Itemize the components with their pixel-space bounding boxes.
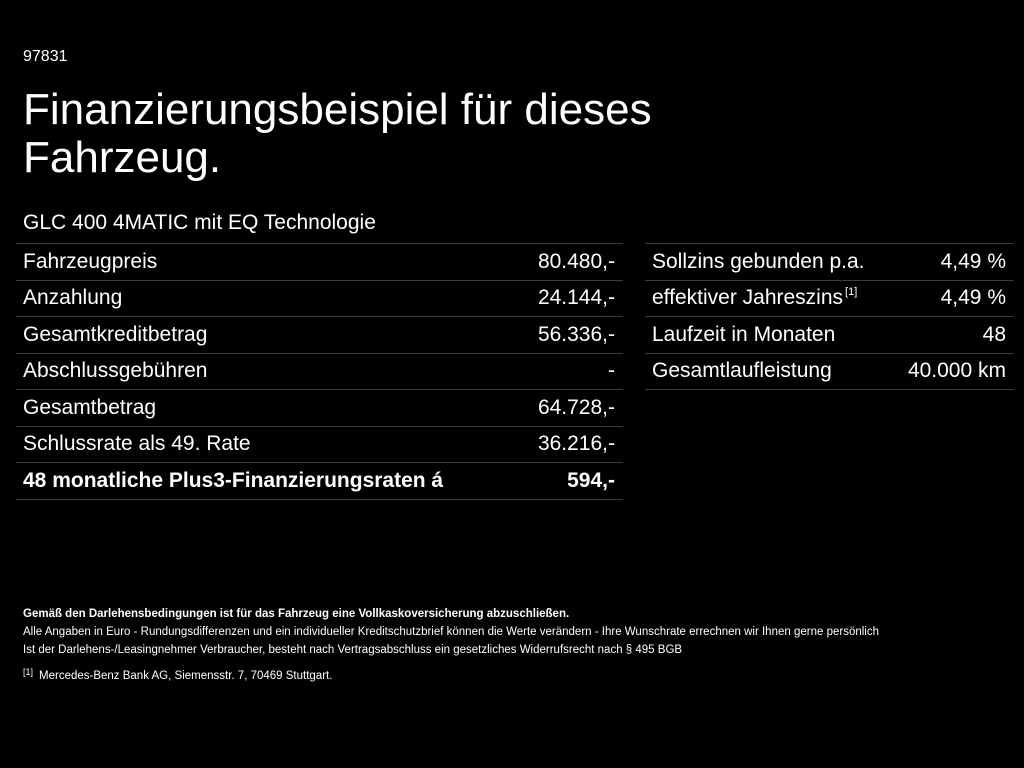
row-value: 40.000 km xyxy=(891,352,1014,390)
row-value: 24.144,- xyxy=(516,279,623,317)
insurance-note: Gemäß den Darlehensbedingungen ist für d… xyxy=(23,608,570,620)
row-value: 36.216,- xyxy=(516,425,623,463)
row-label: Gesamtkreditbetrag xyxy=(16,316,517,353)
row-label: Sollzins gebunden p.a. xyxy=(645,243,892,280)
row-label: Gesamtbetrag xyxy=(16,389,517,426)
row-label-text: effektiver Jahreszins xyxy=(652,286,844,310)
row-label: Fahrzeugpreis xyxy=(16,243,517,280)
row-label: Schlussrate als 49. Rate xyxy=(16,425,517,463)
table-row: Anzahlung 24.144,- xyxy=(16,279,623,317)
footnote-reference: [1] xyxy=(845,286,858,299)
row-label: Gesamtlaufleistung xyxy=(645,352,892,390)
offer-code: 97831 xyxy=(23,48,68,65)
row-value: - xyxy=(516,352,623,390)
row-value: 4,49 % xyxy=(891,279,1014,317)
table-row: Abschlussgebühren - xyxy=(16,352,623,390)
terms-table: Sollzins gebunden p.a. 4,49 % effektiver… xyxy=(645,243,1014,390)
withdrawal-line: Ist der Darlehens-/Leasingnehmer Verbrau… xyxy=(23,644,683,656)
row-label: Abschlussgebühren xyxy=(16,352,517,390)
row-label: Anzahlung xyxy=(16,279,517,317)
table-row: Fahrzeugpreis 80.480,- xyxy=(16,243,623,280)
legal-footer: Gemäß den Darlehensbedingungen ist für d… xyxy=(23,605,879,685)
row-value: 80.480,- xyxy=(516,243,623,280)
table-row: Gesamtkreditbetrag 56.336,- xyxy=(16,316,623,353)
page-title: Finanzierungsbeispiel für dieses Fahrzeu… xyxy=(23,85,652,182)
row-label: Laufzeit in Monaten xyxy=(645,316,892,353)
disclaimer-line: Alle Angaben in Euro - Rundungsdifferenz… xyxy=(23,626,879,638)
footnote: [1] Mercedes-Benz Bank AG, Siemensstr. 7,… xyxy=(23,663,879,685)
monthly-rate-row: 48 monatliche Plus3-Finanzierungsraten á… xyxy=(16,462,623,500)
row-label: effektiver Jahreszins [1] xyxy=(645,279,892,317)
footnote-marker: [1] xyxy=(23,667,34,677)
row-value: 48 xyxy=(891,316,1014,353)
row-value: 56.336,- xyxy=(516,316,623,353)
footnote-text: Mercedes-Benz Bank AG, Siemensstr. 7, 70… xyxy=(39,670,333,682)
table-row: Gesamtbetrag 64.728,- xyxy=(16,389,623,426)
row-label: 48 monatliche Plus3-Finanzierungsraten á xyxy=(16,462,517,500)
table-row: Sollzins gebunden p.a. 4,49 % xyxy=(645,243,1014,280)
table-row: Gesamtlaufleistung 40.000 km xyxy=(645,352,1014,390)
row-value: 4,49 % xyxy=(891,243,1014,280)
row-value: 594,- xyxy=(516,462,623,500)
table-row: Schlussrate als 49. Rate 36.216,- xyxy=(16,425,623,463)
table-row: Laufzeit in Monaten 48 xyxy=(645,316,1014,353)
financing-table: Fahrzeugpreis 80.480,- Anzahlung 24.144,… xyxy=(16,243,623,500)
row-value: 64.728,- xyxy=(516,389,623,426)
table-row: effektiver Jahreszins [1] 4,49 % xyxy=(645,279,1014,317)
vehicle-model: GLC 400 4MATIC mit EQ Technologie xyxy=(23,211,376,234)
